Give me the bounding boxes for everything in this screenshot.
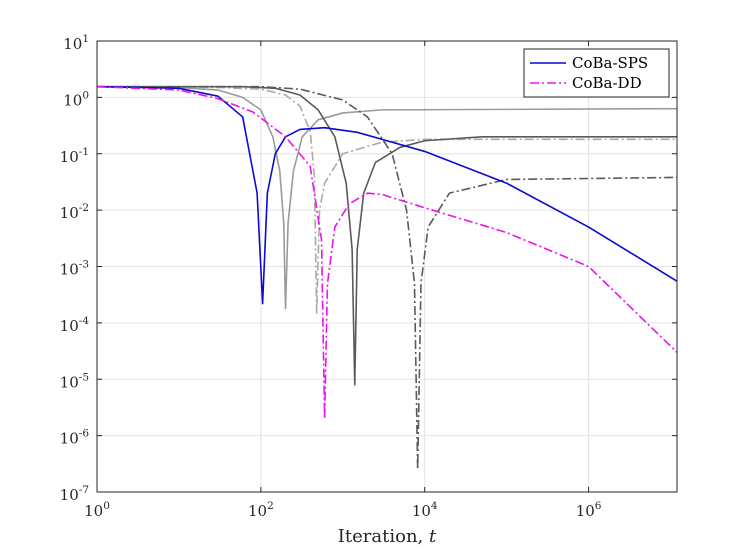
y-tick-exponent: 0 — [82, 89, 89, 101]
y-tick-label: 10-7 — [60, 484, 89, 504]
x-axis-label-main: Iteration, — [338, 526, 429, 547]
y-tick-exponent: -1 — [79, 146, 89, 158]
ticks: 100 102 104 10610110010-110-210-310-410-510… — [60, 33, 677, 520]
series-line-dark-dashdot-1 — [97, 85, 678, 471]
series-line-gray-dashdot-1 — [96, 85, 677, 314]
x-tick-label: 106 — [576, 500, 602, 520]
legend-box — [523, 48, 670, 98]
y-tick-exponent: -4 — [79, 315, 90, 327]
y-tick-label: 100 — [63, 89, 89, 109]
y-tick-label: 10-5 — [60, 371, 89, 391]
y-tick-label: 101 — [63, 33, 89, 53]
y-tick-exponent: -3 — [79, 259, 89, 271]
x-axis-label-variable: t — [429, 526, 437, 547]
y-tick-base: 10 — [60, 430, 79, 448]
series-line-coba-sps — [96, 85, 678, 305]
x-tick-label: 100 — [84, 500, 110, 520]
y-tick-base: 10 — [60, 373, 79, 391]
x-tick-exponent: 4 — [431, 500, 438, 512]
y-tick-exponent: 1 — [82, 33, 89, 45]
y-tick-label: 10-3 — [60, 259, 89, 279]
y-tick-exponent: -5 — [79, 371, 89, 383]
x-tick-exponent: 2 — [267, 500, 274, 512]
x-tick-exponent: 6 — [595, 500, 602, 512]
series-line-dark-solid-1 — [97, 85, 677, 386]
series-line-coba-dd — [96, 85, 678, 420]
x-tick-base: 10 — [412, 502, 431, 520]
y-tick-label: 10-6 — [60, 428, 90, 448]
y-tick-base: 10 — [60, 204, 79, 222]
y-tick-label: 10-2 — [60, 202, 89, 222]
y-tick-base: 10 — [63, 91, 82, 109]
x-tick-base: 10 — [576, 502, 595, 520]
y-tick-label: 10-4 — [60, 315, 90, 335]
x-tick-base: 10 — [248, 502, 267, 520]
y-tick-exponent: -2 — [79, 202, 89, 214]
series-layer — [96, 85, 678, 471]
x-tick-base: 10 — [84, 502, 103, 520]
series-line-gray-solid-1 — [96, 85, 678, 310]
y-tick-exponent: -6 — [79, 428, 90, 440]
y-tick-base: 10 — [60, 486, 79, 504]
legend-label: CoBa-SPS — [572, 54, 648, 72]
x-axis-label: Iteration, t — [338, 526, 437, 547]
y-tick-exponent: -7 — [79, 484, 89, 496]
grid — [97, 41, 677, 492]
x-tick-label: 102 — [248, 500, 274, 520]
x-tick-exponent: 0 — [103, 500, 110, 512]
y-tick-base: 10 — [60, 148, 79, 166]
y-tick-base: 10 — [63, 35, 82, 53]
x-tick-label: 104 — [412, 500, 438, 520]
legend-label: CoBa-DD — [572, 74, 642, 92]
x-axis-label-text: Iteration, t — [338, 526, 437, 547]
y-tick-label: 10-1 — [60, 146, 89, 166]
y-tick-base: 10 — [60, 261, 79, 279]
legend: CoBa-SPS CoBa-DD — [523, 48, 670, 98]
y-tick-base: 10 — [60, 317, 79, 335]
